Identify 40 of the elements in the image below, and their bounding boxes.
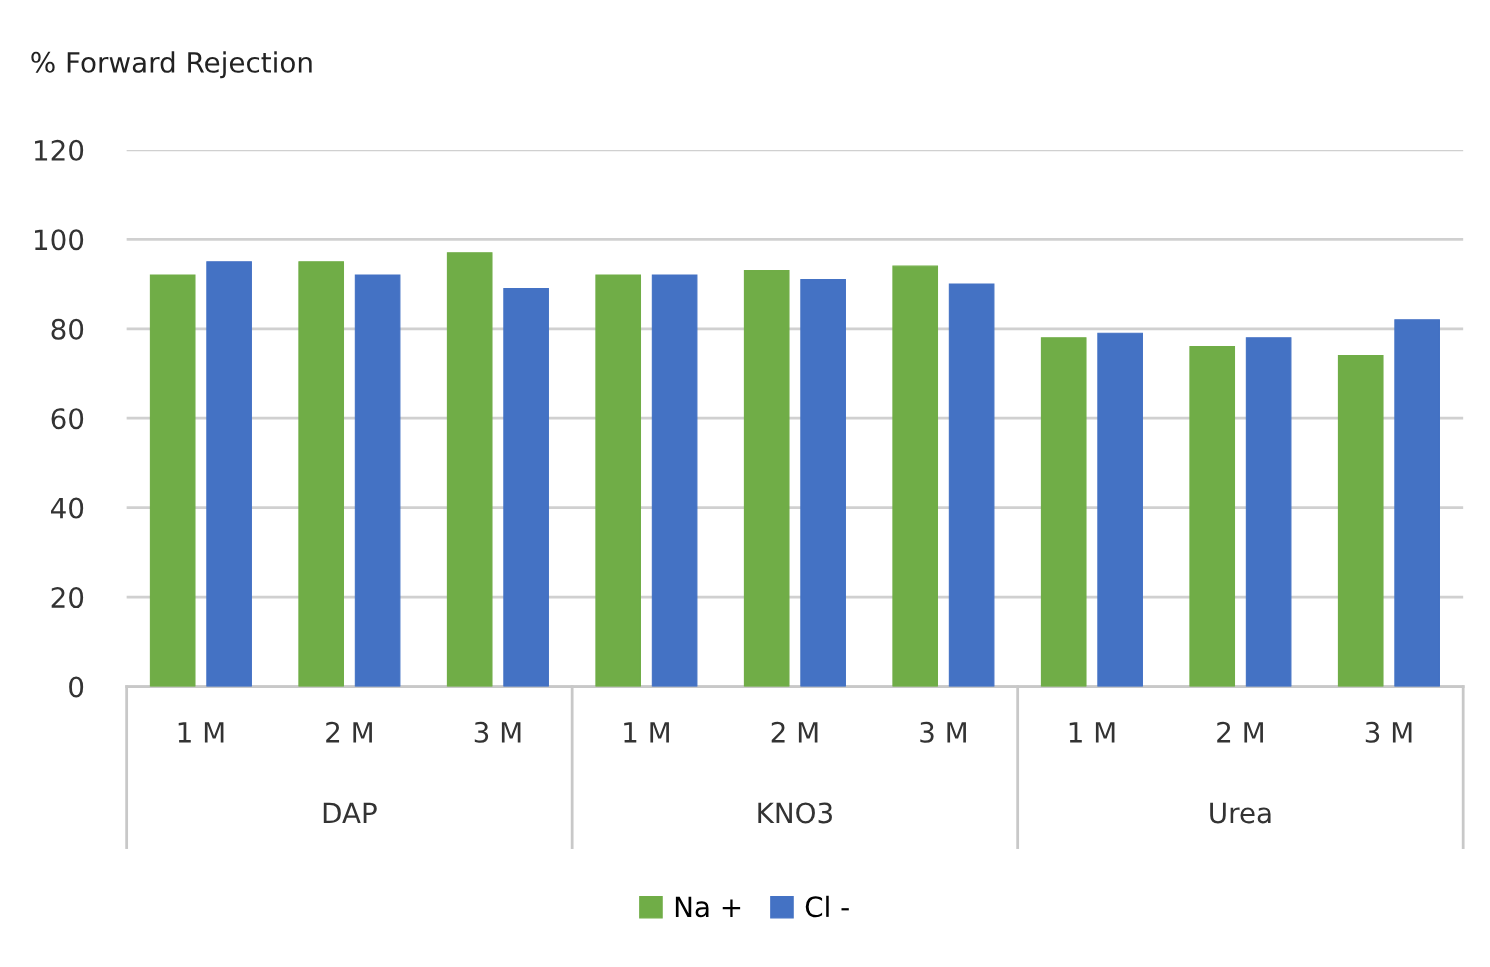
text: KNO3 [758,802,832,824]
bar [1189,346,1236,687]
bar [1040,337,1087,687]
y-tick-label: 40 [50,497,84,519]
bar [892,265,939,687]
x-tick-label: 3 M [920,721,966,743]
bar [206,261,252,687]
bar [446,252,493,687]
bar [1097,332,1143,687]
bar [595,274,642,687]
x-tick-label: 2 M [771,721,818,743]
legend-label: Cl - [805,895,849,918]
y-tick-label: 60 [51,408,84,430]
bar [354,274,401,687]
x-tick-label: 1 M [1069,722,1115,743]
legend-label: Na + [675,896,741,918]
bar [651,274,698,687]
y-tick-label: 80 [51,318,84,340]
x-tick-label: 2 M [326,721,372,743]
text: DAP [323,802,377,824]
bar [1337,355,1384,687]
bar [800,279,846,687]
x-tick-label: 1 M [624,722,669,743]
x-tick-label: 1 M [178,722,224,743]
bar [743,270,790,687]
x-tick-label: 3 M [1365,721,1412,743]
chart-title: % Forward Rejection [31,51,312,79]
y-tick-label: 20 [51,587,84,609]
y-tick-label: 120 [35,139,84,161]
y-tick-label: 0 [69,676,84,698]
bar [1245,337,1292,687]
bar [298,261,345,687]
y-tick-label: 100 [35,229,84,251]
x-tick-label: 2 M [1217,721,1263,743]
bar [503,287,549,687]
bar [149,274,196,687]
bar [1394,319,1440,687]
x-tick-label: 3 M [474,721,521,743]
bar [948,283,995,687]
text: Urea [1210,802,1271,824]
